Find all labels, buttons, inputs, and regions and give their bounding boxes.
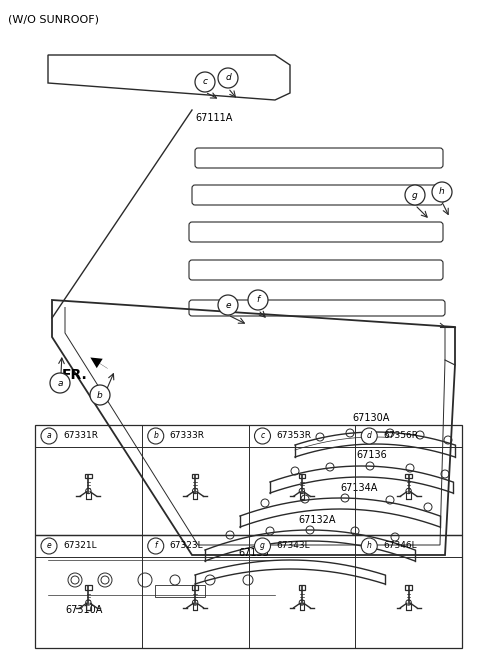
Text: a: a [57, 379, 63, 388]
Text: e: e [225, 301, 231, 310]
Text: e: e [47, 542, 51, 550]
Bar [405, 474, 412, 478]
Circle shape [361, 538, 377, 554]
Bar [155, 585, 205, 597]
Text: c: c [260, 432, 264, 441]
Text: a: a [47, 432, 51, 441]
Text: 67133: 67133 [238, 548, 269, 558]
Text: 67132A: 67132A [298, 515, 336, 525]
Circle shape [50, 373, 70, 393]
Circle shape [218, 295, 238, 315]
Circle shape [361, 428, 377, 444]
Text: h: h [367, 542, 372, 550]
Text: b: b [153, 432, 158, 441]
Text: b: b [97, 390, 103, 400]
Text: FR.: FR. [62, 368, 88, 382]
Circle shape [90, 385, 110, 405]
Text: 67111A: 67111A [195, 113, 232, 123]
Bar [35, 535, 462, 648]
Bar [85, 474, 92, 478]
Bar [85, 586, 92, 590]
Text: 67343L: 67343L [276, 542, 310, 550]
Circle shape [41, 428, 57, 444]
Text: 67134A: 67134A [340, 483, 377, 493]
Circle shape [248, 290, 268, 310]
Text: (W/O SUNROOF): (W/O SUNROOF) [8, 14, 99, 24]
Circle shape [432, 182, 452, 202]
Text: 67136: 67136 [356, 450, 387, 460]
Circle shape [195, 72, 215, 92]
Text: 67321L: 67321L [63, 542, 96, 550]
Text: g: g [412, 191, 418, 200]
Circle shape [254, 428, 271, 444]
Circle shape [405, 185, 425, 205]
Text: 67353R: 67353R [276, 432, 312, 441]
Text: g: g [260, 542, 265, 550]
Bar [299, 474, 305, 478]
Bar [299, 586, 305, 590]
Text: 67331R: 67331R [63, 432, 98, 441]
Text: f: f [155, 542, 157, 550]
FancyArrowPatch shape [90, 358, 108, 369]
Text: 67310A: 67310A [65, 605, 102, 615]
Bar [35, 425, 462, 535]
Text: c: c [203, 77, 207, 86]
Text: 67333R: 67333R [170, 432, 205, 441]
Text: 67356R: 67356R [383, 432, 418, 441]
Text: 67346L: 67346L [383, 542, 417, 550]
Bar [192, 586, 198, 590]
Circle shape [41, 538, 57, 554]
Circle shape [148, 538, 164, 554]
Text: d: d [225, 73, 231, 83]
Text: h: h [439, 187, 445, 196]
Text: d: d [367, 432, 372, 441]
Text: 67323L: 67323L [170, 542, 204, 550]
Circle shape [218, 68, 238, 88]
Bar [192, 474, 198, 478]
Text: 67130A: 67130A [352, 413, 389, 423]
Circle shape [148, 428, 164, 444]
Circle shape [254, 538, 271, 554]
Text: f: f [256, 295, 260, 305]
Bar [405, 586, 412, 590]
